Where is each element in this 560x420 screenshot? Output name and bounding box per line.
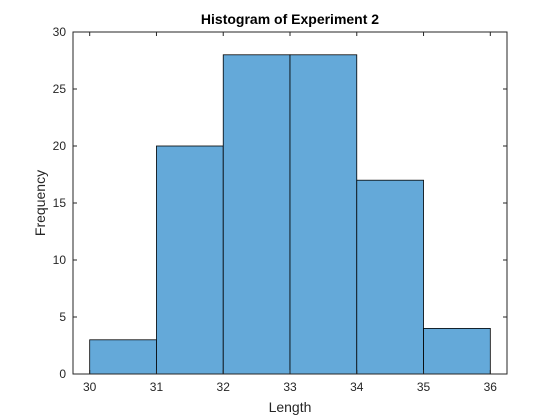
y-tick-label: 25 <box>53 82 67 96</box>
x-tick-label: 36 <box>484 380 498 394</box>
x-tick-label: 33 <box>283 380 297 394</box>
y-tick-label: 20 <box>53 139 67 153</box>
y-tick-label: 0 <box>59 367 66 381</box>
histogram-bar <box>222 54 291 375</box>
x-ticks-group: 30 31 32 33 34 35 36 <box>83 32 497 394</box>
histogram-bar <box>356 179 424 375</box>
bars-group <box>89 54 491 375</box>
x-tick-label: 31 <box>150 380 164 394</box>
y-tick-label: 10 <box>53 253 67 267</box>
histogram-bar <box>289 54 358 375</box>
y-ticks-group: 0 5 10 15 20 25 30 <box>53 25 507 381</box>
y-tick-label: 5 <box>59 310 66 324</box>
y-tick-label: 30 <box>53 25 67 39</box>
x-tick-label: 35 <box>417 380 431 394</box>
histogram-bar <box>423 327 491 375</box>
x-tick-label: 34 <box>350 380 364 394</box>
x-tick-label: 32 <box>217 380 231 394</box>
x-tick-label: 30 <box>83 380 97 394</box>
histogram-bar <box>156 145 224 375</box>
y-tick-label: 15 <box>53 196 67 210</box>
histogram-bar <box>89 339 157 375</box>
x-axis-label: Length <box>269 399 312 415</box>
y-axis-label: Frequency <box>32 170 48 236</box>
chart-title: Histogram of Experiment 2 <box>201 11 379 27</box>
